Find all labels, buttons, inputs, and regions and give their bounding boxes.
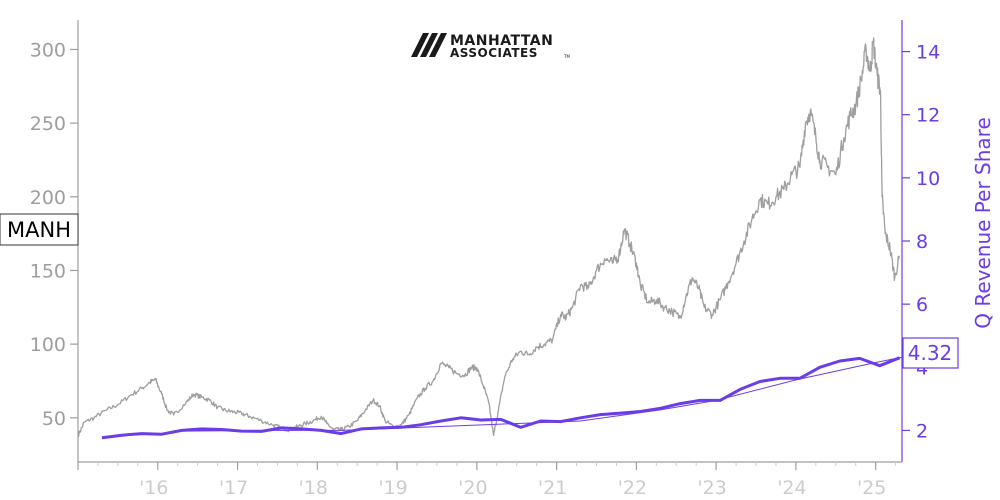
logo-mark bbox=[411, 33, 447, 57]
left-axis-tick-label: 250 bbox=[30, 113, 66, 135]
left-axis-tick-label: 300 bbox=[30, 39, 66, 61]
logo-line1: MANHATTAN bbox=[450, 33, 553, 49]
right-axis-tick-label: 6 bbox=[916, 294, 928, 316]
x-axis-tick-label: '23 bbox=[697, 477, 726, 499]
revenue-series bbox=[101, 356, 903, 440]
logo-trademark: TM bbox=[563, 54, 570, 59]
x-axis-ticks: '16 '17 '18 '19 '20 '21 '22 '23 '24 '25 bbox=[77, 462, 897, 499]
price-series bbox=[77, 37, 901, 438]
last-value-text: 4.32 bbox=[908, 341, 953, 365]
right-axis-ticks: 2468101214 bbox=[902, 42, 940, 442]
x-axis-tick-label: '17 bbox=[219, 477, 248, 499]
logo-line2: ASSOCIATES bbox=[450, 46, 538, 60]
right-axis-tick-label: 12 bbox=[916, 105, 940, 127]
x-axis-tick-label: '16 bbox=[139, 477, 168, 499]
right-axis-title: Q Revenue Per Share bbox=[971, 117, 995, 329]
x-axis-tick-label: '20 bbox=[458, 477, 487, 499]
ticker-label-text: MANH bbox=[7, 218, 71, 242]
x-axis-tick-label: '19 bbox=[378, 477, 407, 499]
left-axis-ticks: 50 100 150 200 250 300 bbox=[30, 39, 78, 430]
left-axis-tick-label: 100 bbox=[30, 334, 66, 356]
left-axis-tick-label: 50 bbox=[42, 408, 66, 430]
last-value-badge: 4.32 bbox=[902, 337, 959, 369]
left-axis-tick-label: 150 bbox=[30, 260, 66, 282]
x-axis-tick-label: '21 bbox=[538, 477, 567, 499]
x-axis-tick-label: '24 bbox=[777, 477, 806, 499]
last-value-box bbox=[902, 337, 959, 369]
left-axis-tick-label: 200 bbox=[30, 187, 66, 209]
x-axis-tick-label: '22 bbox=[618, 477, 647, 499]
right-axis-tick-label: 2 bbox=[916, 420, 928, 442]
ticker-label: MANH bbox=[0, 213, 79, 246]
logo: MANHATTAN ASSOCIATES TM bbox=[411, 33, 570, 60]
right-axis-tick-label: 14 bbox=[916, 42, 940, 64]
x-axis-tick-label: '25 bbox=[857, 477, 886, 499]
revenue-line bbox=[101, 356, 901, 440]
x-axis-tick-label: '18 bbox=[299, 477, 328, 499]
right-axis-tick-label: 8 bbox=[916, 231, 928, 253]
price-line bbox=[77, 37, 901, 438]
right-axis-tick-label: 10 bbox=[916, 168, 940, 190]
ticker-label-box bbox=[0, 213, 79, 246]
